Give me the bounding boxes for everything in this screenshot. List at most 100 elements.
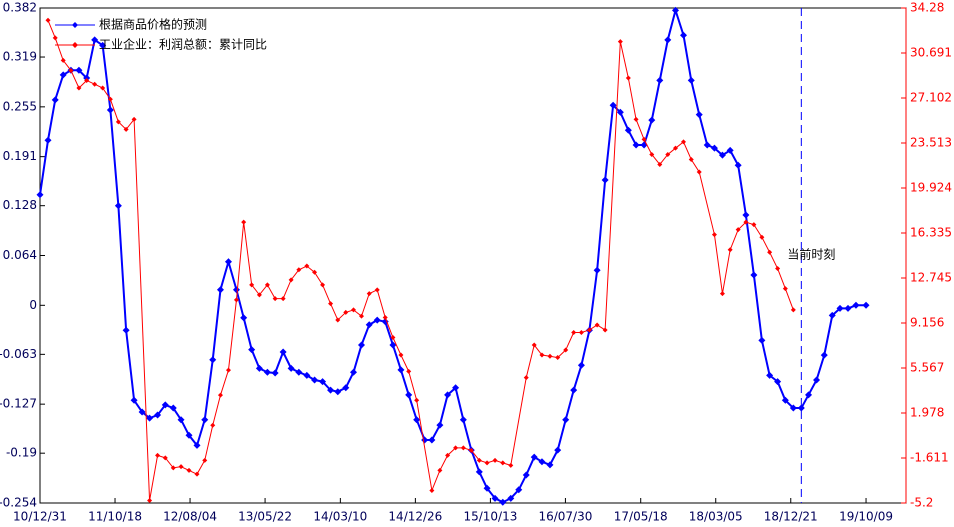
series-marker <box>726 146 734 154</box>
series-marker <box>460 445 466 451</box>
series-marker <box>327 386 335 394</box>
series-marker <box>382 314 388 320</box>
series-marker <box>295 368 303 376</box>
series-marker <box>515 486 523 494</box>
series-marker <box>578 329 584 335</box>
series-marker <box>813 376 821 384</box>
series-marker <box>688 156 694 162</box>
series-marker <box>312 269 318 275</box>
series-marker <box>444 391 452 399</box>
series-marker <box>695 111 703 119</box>
series-marker <box>673 145 679 151</box>
series-marker <box>51 96 59 104</box>
series-marker <box>303 371 311 379</box>
series-marker <box>115 119 121 125</box>
series-marker <box>546 461 554 469</box>
series-marker <box>106 106 114 114</box>
series-marker <box>280 296 286 302</box>
series-marker <box>491 494 499 502</box>
series-marker <box>91 36 99 44</box>
series-marker <box>335 317 341 323</box>
series-marker <box>381 318 389 326</box>
series-marker <box>790 307 796 313</box>
series-marker <box>279 348 287 356</box>
series-marker <box>844 304 852 312</box>
series-marker <box>632 141 640 149</box>
series-marker <box>453 445 459 451</box>
series-marker <box>271 369 279 377</box>
series-marker <box>436 421 444 429</box>
series-marker <box>350 368 358 376</box>
series-marker <box>445 452 451 458</box>
series-marker <box>398 352 404 358</box>
series-marker <box>743 219 749 225</box>
series-marker <box>304 263 310 269</box>
series-marker <box>209 356 217 364</box>
series-marker <box>554 446 562 454</box>
series-marker <box>750 271 758 279</box>
series-marker <box>100 85 106 91</box>
series-marker <box>202 457 208 463</box>
series-marker <box>365 321 373 329</box>
series-marker <box>484 460 490 466</box>
x-tick-label: 12/08/04 <box>163 510 217 524</box>
x-tick-label: 13/05/22 <box>238 510 292 524</box>
series-marker <box>320 282 326 288</box>
series-marker <box>562 416 570 424</box>
x-tick-label: 19/10/09 <box>839 510 893 524</box>
series-marker <box>217 392 223 398</box>
x-tick-label: 11/10/18 <box>88 510 142 524</box>
series-marker <box>248 346 256 354</box>
y2-tick-label: -5.2 <box>910 496 933 510</box>
y2-tick-label: -1.611 <box>910 451 949 465</box>
series-marker <box>154 411 162 419</box>
x-tick-label: 15/10/13 <box>463 510 517 524</box>
series-marker <box>107 96 113 102</box>
series-marker <box>577 361 585 369</box>
series-marker <box>680 31 688 39</box>
series-marker <box>272 296 278 302</box>
y2-tick-label: 27.102 <box>910 90 952 104</box>
series-marker <box>665 151 671 157</box>
series-marker <box>602 327 608 333</box>
series-marker <box>373 316 381 324</box>
series-marker <box>624 126 632 134</box>
series-marker <box>531 342 537 348</box>
series-marker <box>774 378 782 386</box>
x-tick-label: 16/07/30 <box>538 510 592 524</box>
series-marker <box>155 452 161 458</box>
series-marker <box>703 141 711 149</box>
series-marker <box>718 151 726 159</box>
series-marker <box>114 202 122 210</box>
series-marker <box>255 364 263 372</box>
series-marker <box>45 17 51 23</box>
series-marker <box>311 376 319 384</box>
series-marker <box>264 282 270 288</box>
series-marker <box>161 401 169 409</box>
y2-tick-label: 34.28 <box>910 1 944 15</box>
series-line <box>39 6 867 504</box>
series-marker <box>351 307 357 313</box>
series-marker <box>767 249 773 255</box>
series-marker <box>656 76 664 84</box>
series-marker <box>186 467 192 473</box>
series-marker <box>406 368 412 374</box>
series-marker <box>138 408 146 416</box>
series-marker <box>130 396 138 404</box>
series-marker <box>185 431 193 439</box>
series-marker <box>249 282 255 288</box>
series-marker <box>672 6 680 14</box>
series-marker <box>358 313 364 319</box>
series-marker <box>681 139 687 145</box>
series-marker <box>539 352 545 358</box>
legend-marker <box>72 22 78 28</box>
series-marker <box>288 277 294 283</box>
series-marker <box>616 108 624 116</box>
series-marker <box>758 336 766 344</box>
series-marker <box>52 35 58 41</box>
series-marker <box>742 211 750 219</box>
series-marker <box>99 41 107 49</box>
series-marker <box>687 76 695 84</box>
series-marker <box>169 404 177 412</box>
series-marker <box>852 301 860 309</box>
